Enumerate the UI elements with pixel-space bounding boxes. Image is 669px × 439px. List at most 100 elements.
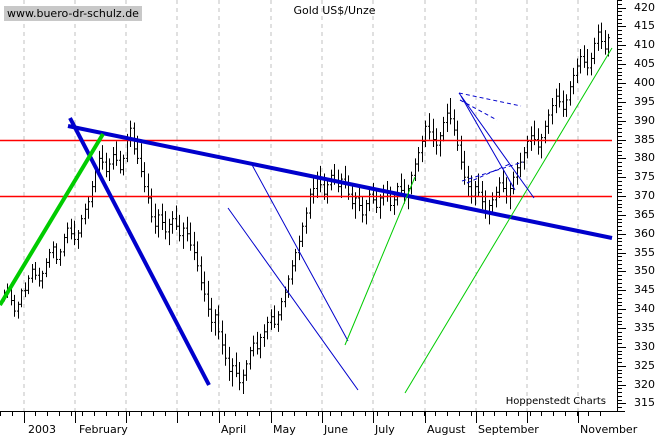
ohlc-bar: [498, 177, 501, 198]
x-axis-tick-label: August: [427, 423, 466, 436]
ohlc-bar: [161, 203, 164, 231]
ohlc-bar: [579, 49, 582, 74]
y-axis-tick-label: 390: [634, 113, 655, 127]
ohlc-bar: [277, 311, 280, 332]
ohlc-bar: [122, 154, 125, 176]
y-axis-tick-label: 325: [634, 358, 655, 372]
ohlc-bar: [460, 135, 463, 170]
ohlc-bar: [481, 180, 484, 210]
ohlc-bar: [280, 297, 283, 321]
ohlc-bar: [270, 309, 273, 330]
y-axis-tick-label: 340: [634, 302, 655, 316]
ohlc-bar: [365, 199, 368, 225]
ohlc-bar: [266, 316, 269, 340]
ohlc-bar: [428, 113, 431, 140]
flag-breakdown-thin: [460, 95, 516, 191]
x-axis-tick-label: 2003: [28, 423, 56, 436]
ohlc-bar: [393, 192, 396, 215]
major-downtrend-thick: [67, 124, 613, 240]
ohlc-bar: [530, 126, 533, 151]
ohlc-bar: [31, 263, 34, 283]
ohlc-bar: [20, 288, 23, 308]
ohlc-bar: [87, 196, 90, 219]
ohlc-bar: [147, 173, 150, 204]
ohlc-bar: [586, 49, 589, 76]
y-axis-tick-label: 315: [634, 396, 655, 410]
ohlc-bar: [456, 120, 459, 151]
ohlc-bar: [119, 150, 122, 174]
ohlc-bar: [516, 162, 519, 185]
ohlc-bar: [547, 109, 550, 134]
ohlc-bar: [505, 177, 508, 204]
y-axis-tick-label: 385: [634, 132, 655, 146]
ohlc-bar: [301, 222, 304, 247]
ohlc-bar: [235, 352, 238, 378]
ohlc-bar: [607, 33, 610, 57]
dashed-upper-b: [459, 99, 498, 121]
ohlc-bar: [544, 120, 547, 144]
y-axis-tick-label: 400: [634, 75, 655, 89]
y-axis-tick-label: 370: [634, 189, 655, 203]
late-uptrend-thin: [404, 47, 613, 394]
ohlc-bar: [291, 260, 294, 285]
ohlc-bar: [537, 128, 540, 155]
steep-downtrend-thick: [68, 117, 211, 386]
ohlc-bar: [604, 30, 607, 55]
ohlc-bar: [421, 135, 424, 163]
x-axis-tick-label: September: [478, 423, 539, 436]
ohlc-bar: [45, 258, 48, 278]
ohlc-bar: [186, 216, 189, 242]
ohlc-bar: [600, 22, 603, 50]
y-axis-tick-label: 335: [634, 321, 655, 335]
ohlc-bar: [171, 211, 174, 234]
ohlc-bar: [442, 116, 445, 142]
ohlc-bar: [533, 120, 536, 146]
ohlc-bar: [224, 333, 227, 366]
ohlc-bar: [477, 173, 480, 197]
y-axis-tick-label: 345: [634, 283, 655, 297]
dashed-lower-b: [466, 162, 513, 184]
ohlc-bar: [576, 58, 579, 83]
ohlc-bar: [583, 45, 586, 68]
ohlc-bar: [175, 205, 178, 231]
ohlc-bar: [129, 120, 132, 148]
ohlc-bar: [259, 333, 262, 359]
ohlc-bar: [400, 173, 403, 197]
x-axis-tick-label: July: [375, 423, 395, 436]
ohlc-bar: [91, 180, 94, 208]
ohlc-bar: [63, 233, 66, 257]
ohlc-bar: [214, 309, 217, 336]
ohlc-bar: [150, 188, 153, 223]
ohlc-bar: [463, 150, 466, 185]
ohlc-bar: [375, 188, 378, 214]
ohlc-bar: [562, 90, 565, 117]
ohlc-bar: [379, 194, 382, 219]
ohlc-bar: [115, 141, 118, 166]
y-axis-tick-label: 375: [634, 170, 655, 184]
ohlc-bar: [238, 361, 241, 391]
chart-credit: Hoppenstedt Charts: [505, 396, 606, 407]
ohlc-bar: [200, 256, 203, 291]
ohlc-bar: [326, 179, 329, 204]
channel-lower-thin: [227, 207, 359, 391]
y-axis-tick-label: 320: [634, 377, 655, 391]
ohlc-bar: [189, 222, 192, 251]
ohlc-bar: [112, 147, 115, 170]
ohlc-bar: [523, 147, 526, 170]
ohlc-bar: [256, 331, 259, 355]
ohlc-bar: [207, 280, 210, 317]
ohlc-bar: [210, 297, 213, 332]
ohlc-bar: [432, 118, 435, 148]
ohlc-bar: [467, 165, 470, 197]
ohlc-bar: [242, 369, 245, 395]
ohlc-bar: [558, 82, 561, 108]
ohlc-bar: [519, 152, 522, 178]
ohlc-bar: [305, 207, 308, 234]
ohlc-bar: [340, 173, 343, 198]
ohlc-bar: [590, 52, 593, 76]
x-axis-tick-label: April: [221, 423, 247, 436]
ohlc-bar: [382, 184, 385, 206]
ohlc-bar: [551, 98, 554, 125]
x-axis-tick-label: May: [273, 423, 296, 436]
